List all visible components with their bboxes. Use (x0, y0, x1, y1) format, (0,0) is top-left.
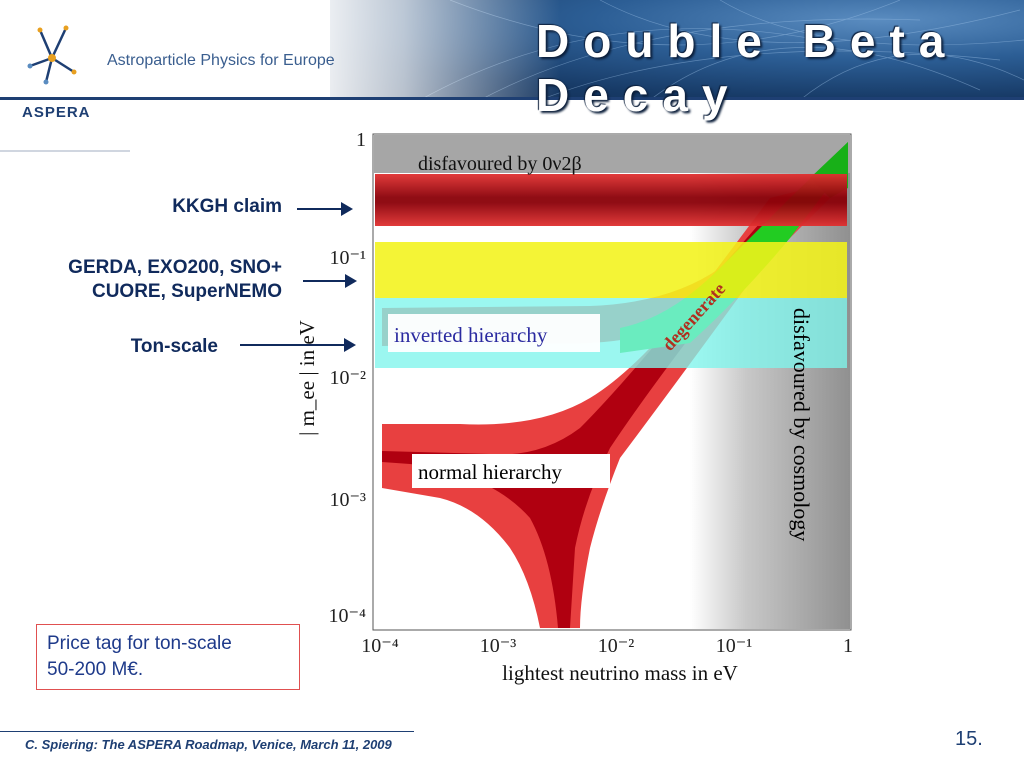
x-tick-label: 10⁻⁴ (361, 635, 399, 657)
gerda-label-line2: CUORE, SuperNEMO (91, 281, 282, 302)
header-subtitle: Astroparticle Physics for Europe (107, 52, 335, 69)
y-tick-label: 10⁻³ (329, 489, 366, 511)
price-tag-line1: Price tag for ton-scale (47, 633, 232, 654)
label-disfavoured-cosmology: disfavoured by cosmology (789, 308, 814, 541)
y-tick-label: 10⁻¹ (329, 247, 366, 269)
page-number: 15. (955, 728, 983, 750)
label-normal: normal hierarchy (418, 460, 563, 484)
region-disfavoured-0v2b (374, 135, 850, 173)
y-tick-label: 10⁻² (329, 367, 366, 389)
header-underline (0, 150, 130, 152)
x-tick-label: 10⁻² (598, 635, 635, 657)
band-kkgh (375, 174, 847, 226)
label-disfavoured-0v2b: disfavoured by 0ν2β (418, 153, 582, 175)
band-gerda (375, 242, 847, 298)
inverted-label-box (388, 314, 600, 352)
ton-scale-label: Ton-scale (130, 336, 218, 357)
label-inverted: inverted hierarchy (394, 323, 548, 347)
aspera-logo-icon (27, 25, 77, 85)
page-title: Double Beta Decay (536, 15, 959, 121)
price-tag-line2: 50-200 M€. (47, 659, 144, 680)
gerda-label-line1: GERDA, EXO200, SNO+ (68, 257, 282, 278)
y-tick-label: 10⁻⁴ (328, 605, 366, 627)
gerda-arrow (303, 274, 357, 288)
kkgh-label: KKGH claim (172, 196, 282, 217)
x-tick-label: 10⁻³ (480, 635, 517, 657)
normal-label-box (412, 454, 610, 488)
footer-divider (0, 731, 414, 732)
banner-fade (300, 0, 560, 100)
neutrino-mass-plot: inverted hierarchy normal hierarchy dege… (295, 129, 853, 685)
logo-text: ASPERA (22, 104, 91, 121)
header-banner (300, 0, 1024, 100)
ton-scale-arrow (240, 338, 356, 352)
header-logo-area (0, 0, 330, 152)
y-tick-label: 1 (356, 129, 366, 151)
price-tag-box: Price tag for ton-scale 50-200 M€. (36, 624, 300, 690)
header-divider (0, 97, 1024, 100)
footer-citation: C. Spiering: The ASPERA Roadmap, Venice,… (25, 737, 392, 752)
header: ASPERA Astroparticle Physics for Europe … (0, 0, 1024, 152)
kkgh-arrow (297, 202, 353, 216)
x-axis-label: lightest neutrino mass in eV (502, 661, 738, 685)
y-axis-label: | m_ee | in eV (295, 320, 319, 436)
x-tick-label: 10⁻¹ (716, 635, 753, 657)
gerda-label: GERDA, EXO200, SNO+ CUORE, SuperNEMO (4, 256, 282, 304)
x-tick-label: 1 (843, 635, 853, 657)
